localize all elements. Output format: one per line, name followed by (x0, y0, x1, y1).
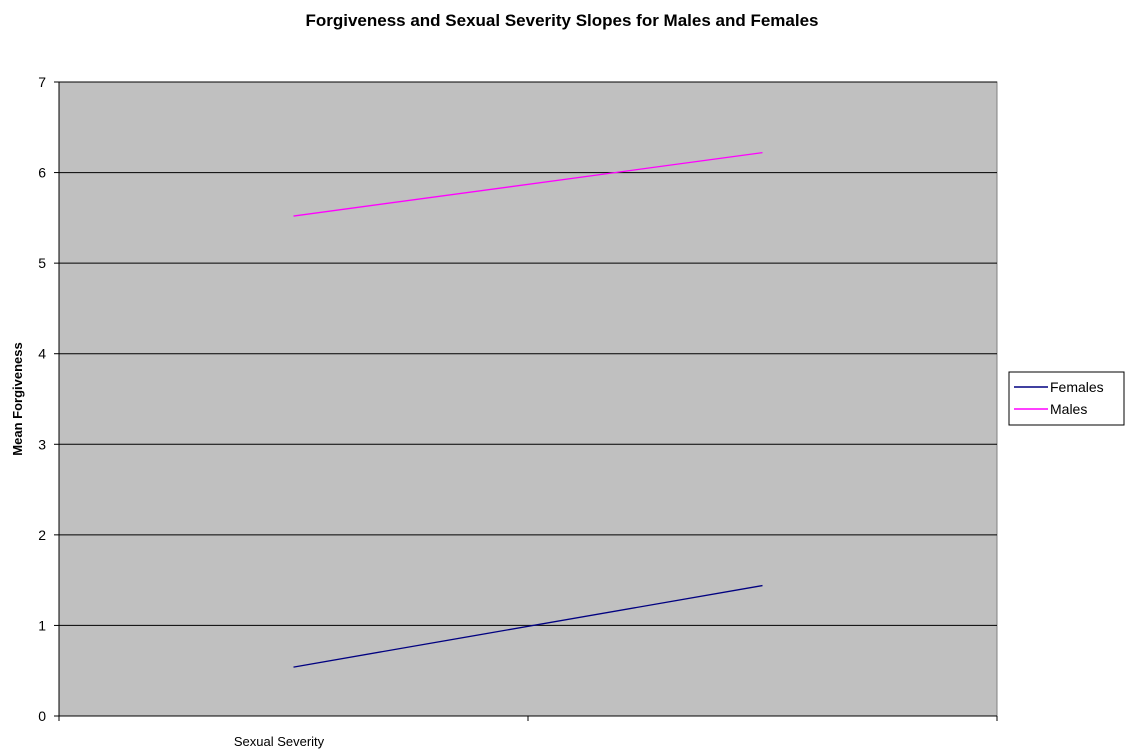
legend: Females Males (1008, 371, 1125, 426)
chart-title: Forgiveness and Sexual Severity Slopes f… (305, 11, 818, 30)
y-tick-label: 5 (38, 255, 46, 271)
y-tick-label: 1 (38, 617, 46, 633)
y-tick-label: 3 (38, 436, 46, 452)
y-tick-label: 7 (38, 74, 46, 90)
legend-box (1008, 371, 1125, 426)
y-tick-label: 4 (38, 346, 46, 362)
legend-label-males: Males (1050, 401, 1087, 417)
y-tick-label: 0 (38, 708, 46, 724)
series-line-males (293, 152, 763, 217)
y-axis-label: Mean Forgiveness (10, 342, 25, 455)
gridlines (59, 81, 997, 626)
y-tick-label: 6 (38, 165, 46, 181)
series-line-females (293, 584, 763, 668)
x-axis-ticks (58, 716, 998, 721)
plot-area (58, 81, 998, 717)
series-lines (293, 152, 763, 668)
y-tick-label: 2 (38, 527, 46, 543)
x-axis-label: Sexual Severity (234, 734, 325, 749)
legend-label-females: Females (1050, 379, 1104, 395)
y-axis-ticks: 0 1 2 3 4 5 6 7 (38, 74, 59, 724)
